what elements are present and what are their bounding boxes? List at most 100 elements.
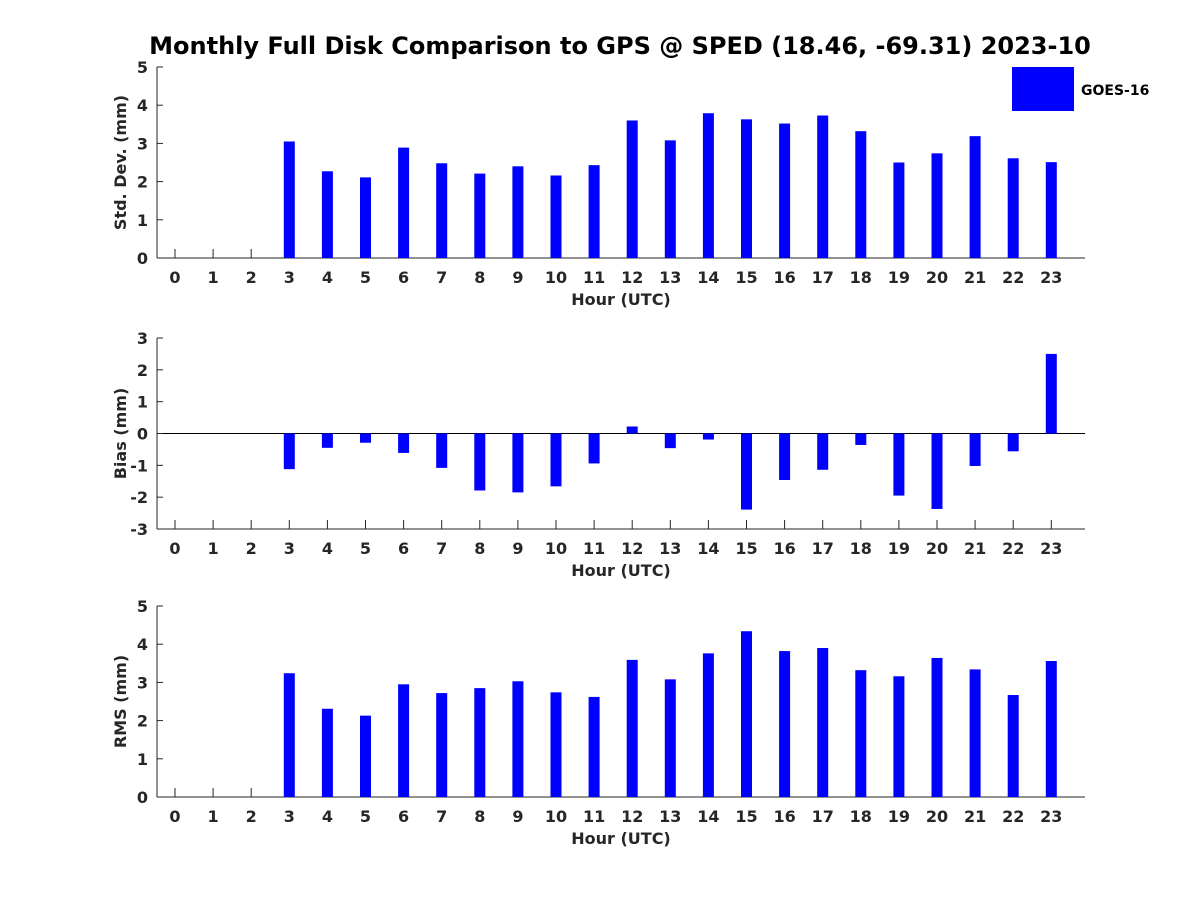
x-tick-label: 22 <box>1002 539 1024 558</box>
x-tick-label: 12 <box>621 807 643 826</box>
x-tick-label: 1 <box>208 268 219 287</box>
x-tick-label: 23 <box>1040 539 1062 558</box>
bar-hour-21 <box>969 136 981 258</box>
x-tick-label: 13 <box>659 539 681 558</box>
bar-hour-5 <box>360 177 371 258</box>
bar-hour-13 <box>664 433 676 449</box>
bar-hour-7 <box>436 163 448 258</box>
x-tick-label: 17 <box>812 268 834 287</box>
x-tick-label: 21 <box>964 539 986 558</box>
x-tick-label: 0 <box>169 807 180 826</box>
x-tick-label: 6 <box>398 807 409 826</box>
x-tick-label: 13 <box>659 807 681 826</box>
bar-hour-17 <box>817 115 829 258</box>
bar-hour-17 <box>817 433 829 470</box>
bar-hour-11 <box>588 165 600 258</box>
bar-hour-20 <box>931 657 943 797</box>
y-axis-label: RMS (mm) <box>111 655 130 748</box>
x-tick-label: 4 <box>322 539 333 558</box>
x-tick-label: 16 <box>773 807 795 826</box>
bar-hour-22 <box>1007 433 1019 452</box>
bar-hour-6 <box>398 147 410 258</box>
y-tick-label: 4 <box>137 96 148 115</box>
legend: GOES-16 <box>1012 67 1149 111</box>
x-tick-label: 18 <box>850 807 872 826</box>
x-tick-label: 16 <box>773 539 795 558</box>
x-tick-label: 15 <box>735 539 757 558</box>
x-tick-label: 20 <box>926 807 948 826</box>
x-tick-label: 7 <box>436 539 447 558</box>
bar-hour-15 <box>741 631 752 797</box>
x-tick-label: 4 <box>322 807 333 826</box>
y-axis-label: Std. Dev. (mm) <box>111 95 130 230</box>
x-axis-label: Hour (UTC) <box>571 829 671 848</box>
bar-hour-15 <box>741 119 752 258</box>
x-tick-label: 17 <box>812 539 834 558</box>
bar-hour-5 <box>360 715 371 797</box>
bar-hour-6 <box>398 684 410 797</box>
bar-hour-10 <box>550 175 562 258</box>
x-tick-label: 1 <box>208 539 219 558</box>
bar-hour-16 <box>779 123 791 258</box>
x-tick-label: 22 <box>1002 807 1024 826</box>
x-tick-label: 14 <box>697 807 719 826</box>
bar-hour-16 <box>779 433 791 480</box>
bar-hour-20 <box>931 433 943 509</box>
x-tick-label: 2 <box>246 268 257 287</box>
x-tick-label: 9 <box>512 539 523 558</box>
bar-hour-21 <box>969 433 981 466</box>
bar-hour-7 <box>436 693 448 797</box>
x-tick-label: 19 <box>888 807 910 826</box>
x-tick-label: 15 <box>735 807 757 826</box>
x-tick-label: 2 <box>246 807 257 826</box>
bar-hour-16 <box>779 651 791 797</box>
y-tick-label: 0 <box>137 249 148 268</box>
y-tick-label: 0 <box>137 788 148 807</box>
y-tick-label: 0 <box>137 425 148 444</box>
x-tick-label: 23 <box>1040 807 1062 826</box>
x-tick-label: 7 <box>436 268 447 287</box>
bar-hour-12 <box>626 120 638 258</box>
bar-hour-4 <box>321 433 333 448</box>
bar-hour-9 <box>512 681 524 797</box>
x-axis-label: Hour (UTC) <box>571 290 671 309</box>
bar-hour-22 <box>1007 158 1019 258</box>
x-tick-label: 15 <box>735 268 757 287</box>
x-tick-label: 6 <box>398 539 409 558</box>
x-tick-label: 14 <box>697 268 719 287</box>
x-tick-label: 17 <box>812 807 834 826</box>
x-tick-label: 8 <box>474 807 485 826</box>
bar-hour-23 <box>1045 661 1057 797</box>
x-tick-label: 9 <box>512 807 523 826</box>
x-tick-label: 23 <box>1040 268 1062 287</box>
x-tick-label: 10 <box>545 268 567 287</box>
x-tick-label: 8 <box>474 268 485 287</box>
x-tick-label: 0 <box>169 539 180 558</box>
x-tick-label: 22 <box>1002 268 1024 287</box>
bar-hour-3 <box>283 433 295 470</box>
bar-hour-8 <box>474 173 486 258</box>
bar-hour-3 <box>283 141 295 258</box>
bar-hour-8 <box>474 433 486 491</box>
bar-hour-12 <box>626 659 638 797</box>
x-tick-label: 5 <box>360 539 371 558</box>
bar-hour-4 <box>321 708 333 797</box>
x-tick-label: 3 <box>284 268 295 287</box>
bar-hour-19 <box>893 676 905 797</box>
y-tick-label: 4 <box>137 635 148 654</box>
bar-hour-14 <box>702 653 714 797</box>
x-tick-label: 12 <box>621 539 643 558</box>
x-tick-label: 18 <box>850 268 872 287</box>
x-tick-label: 10 <box>545 539 567 558</box>
x-tick-label: 11 <box>583 268 605 287</box>
x-tick-label: 0 <box>169 268 180 287</box>
bar-hour-3 <box>283 673 295 797</box>
x-tick-label: 9 <box>512 268 523 287</box>
x-axis-label: Hour (UTC) <box>571 561 671 580</box>
x-tick-label: 19 <box>888 539 910 558</box>
bar-hour-12 <box>626 426 638 434</box>
bar-hour-21 <box>969 669 981 797</box>
